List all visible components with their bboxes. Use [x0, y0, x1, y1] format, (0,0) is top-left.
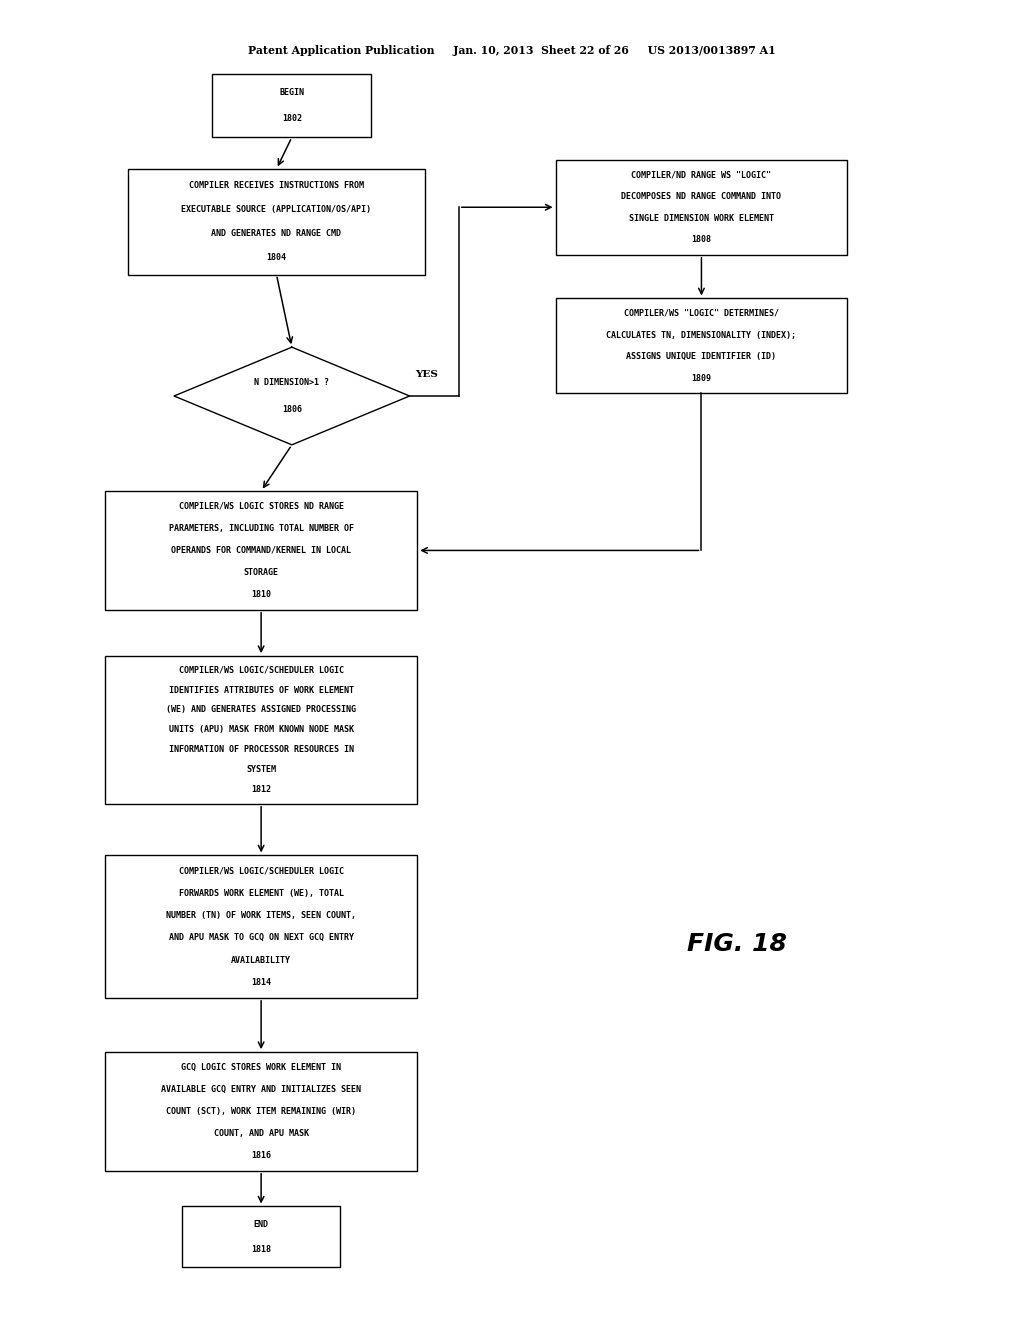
- Text: 1809: 1809: [691, 374, 712, 383]
- Text: NUMBER (TN) OF WORK ITEMS, SEEN COUNT,: NUMBER (TN) OF WORK ITEMS, SEEN COUNT,: [166, 911, 356, 920]
- Text: COMPILER/WS LOGIC/SCHEDULER LOGIC: COMPILER/WS LOGIC/SCHEDULER LOGIC: [178, 866, 344, 875]
- Text: 1802: 1802: [282, 115, 302, 123]
- Text: GCQ LOGIC STORES WORK ELEMENT IN: GCQ LOGIC STORES WORK ELEMENT IN: [181, 1063, 341, 1072]
- Text: COUNT, AND APU MASK: COUNT, AND APU MASK: [214, 1129, 308, 1138]
- Text: OPERANDS FOR COMMAND/KERNEL IN LOCAL: OPERANDS FOR COMMAND/KERNEL IN LOCAL: [171, 546, 351, 554]
- Text: COMPILER/WS "LOGIC" DETERMINES/: COMPILER/WS "LOGIC" DETERMINES/: [624, 309, 779, 318]
- FancyBboxPatch shape: [212, 74, 371, 137]
- Text: 1804: 1804: [266, 253, 287, 263]
- Text: COMPILER/ND RANGE WS "LOGIC": COMPILER/ND RANGE WS "LOGIC": [632, 170, 771, 180]
- Text: UNITS (APU) MASK FROM KNOWN NODE MASK: UNITS (APU) MASK FROM KNOWN NODE MASK: [169, 726, 353, 734]
- FancyBboxPatch shape: [128, 169, 425, 275]
- Text: EXECUTABLE SOURCE (APPLICATION/OS/API): EXECUTABLE SOURCE (APPLICATION/OS/API): [181, 205, 372, 214]
- Text: AVAILABLE GCQ ENTRY AND INITIALIZES SEEN: AVAILABLE GCQ ENTRY AND INITIALIZES SEEN: [161, 1085, 361, 1094]
- Text: END: END: [254, 1220, 268, 1229]
- FancyBboxPatch shape: [182, 1206, 340, 1267]
- Text: BEGIN: BEGIN: [280, 88, 304, 96]
- Text: PARAMETERS, INCLUDING TOTAL NUMBER OF: PARAMETERS, INCLUDING TOTAL NUMBER OF: [169, 524, 353, 533]
- Text: IDENTIFIES ATTRIBUTES OF WORK ELEMENT: IDENTIFIES ATTRIBUTES OF WORK ELEMENT: [169, 685, 353, 694]
- Text: AND GENERATES ND RANGE CMD: AND GENERATES ND RANGE CMD: [212, 230, 341, 238]
- Text: COMPILER/WS LOGIC STORES ND RANGE: COMPILER/WS LOGIC STORES ND RANGE: [178, 502, 344, 511]
- Text: COMPILER RECEIVES INSTRUCTIONS FROM: COMPILER RECEIVES INSTRUCTIONS FROM: [189, 181, 364, 190]
- Text: COUNT (SCT), WORK ITEM REMAINING (WIR): COUNT (SCT), WORK ITEM REMAINING (WIR): [166, 1107, 356, 1115]
- Text: 1816: 1816: [251, 1151, 271, 1160]
- Text: 1806: 1806: [282, 405, 302, 414]
- Text: Patent Application Publication     Jan. 10, 2013  Sheet 22 of 26     US 2013/001: Patent Application Publication Jan. 10, …: [248, 45, 776, 55]
- FancyBboxPatch shape: [556, 160, 848, 255]
- Polygon shape: [174, 347, 410, 445]
- FancyBboxPatch shape: [105, 656, 418, 804]
- Text: 1812: 1812: [251, 785, 271, 795]
- FancyBboxPatch shape: [105, 855, 418, 998]
- Text: 1818: 1818: [251, 1245, 271, 1254]
- Text: COMPILER/WS LOGIC/SCHEDULER LOGIC: COMPILER/WS LOGIC/SCHEDULER LOGIC: [178, 665, 344, 675]
- Text: 1814: 1814: [251, 978, 271, 987]
- Text: ASSIGNS UNIQUE IDENTIFIER (ID): ASSIGNS UNIQUE IDENTIFIER (ID): [627, 352, 776, 362]
- Text: FORWARDS WORK ELEMENT (WE), TOTAL: FORWARDS WORK ELEMENT (WE), TOTAL: [178, 888, 344, 898]
- Text: YES: YES: [415, 370, 437, 379]
- Text: 1810: 1810: [251, 590, 271, 599]
- Text: SINGLE DIMENSION WORK ELEMENT: SINGLE DIMENSION WORK ELEMENT: [629, 214, 774, 223]
- Text: AVAILABILITY: AVAILABILITY: [231, 956, 291, 965]
- Text: (WE) AND GENERATES ASSIGNED PROCESSING: (WE) AND GENERATES ASSIGNED PROCESSING: [166, 705, 356, 714]
- Text: AND APU MASK TO GCQ ON NEXT GCQ ENTRY: AND APU MASK TO GCQ ON NEXT GCQ ENTRY: [169, 933, 353, 942]
- Text: SYSTEM: SYSTEM: [246, 766, 276, 775]
- Text: N DIMENSION>1 ?: N DIMENSION>1 ?: [254, 378, 330, 387]
- Text: DECOMPOSES ND RANGE COMMAND INTO: DECOMPOSES ND RANGE COMMAND INTO: [622, 191, 781, 201]
- Text: INFORMATION OF PROCESSOR RESOURCES IN: INFORMATION OF PROCESSOR RESOURCES IN: [169, 746, 353, 755]
- Text: 1808: 1808: [691, 235, 712, 244]
- Text: CALCULATES TN, DIMENSIONALITY (INDEX);: CALCULATES TN, DIMENSIONALITY (INDEX);: [606, 330, 797, 339]
- Text: STORAGE: STORAGE: [244, 568, 279, 577]
- FancyBboxPatch shape: [105, 1052, 418, 1171]
- FancyBboxPatch shape: [105, 491, 418, 610]
- FancyBboxPatch shape: [556, 298, 848, 393]
- Text: FIG. 18: FIG. 18: [687, 932, 787, 956]
